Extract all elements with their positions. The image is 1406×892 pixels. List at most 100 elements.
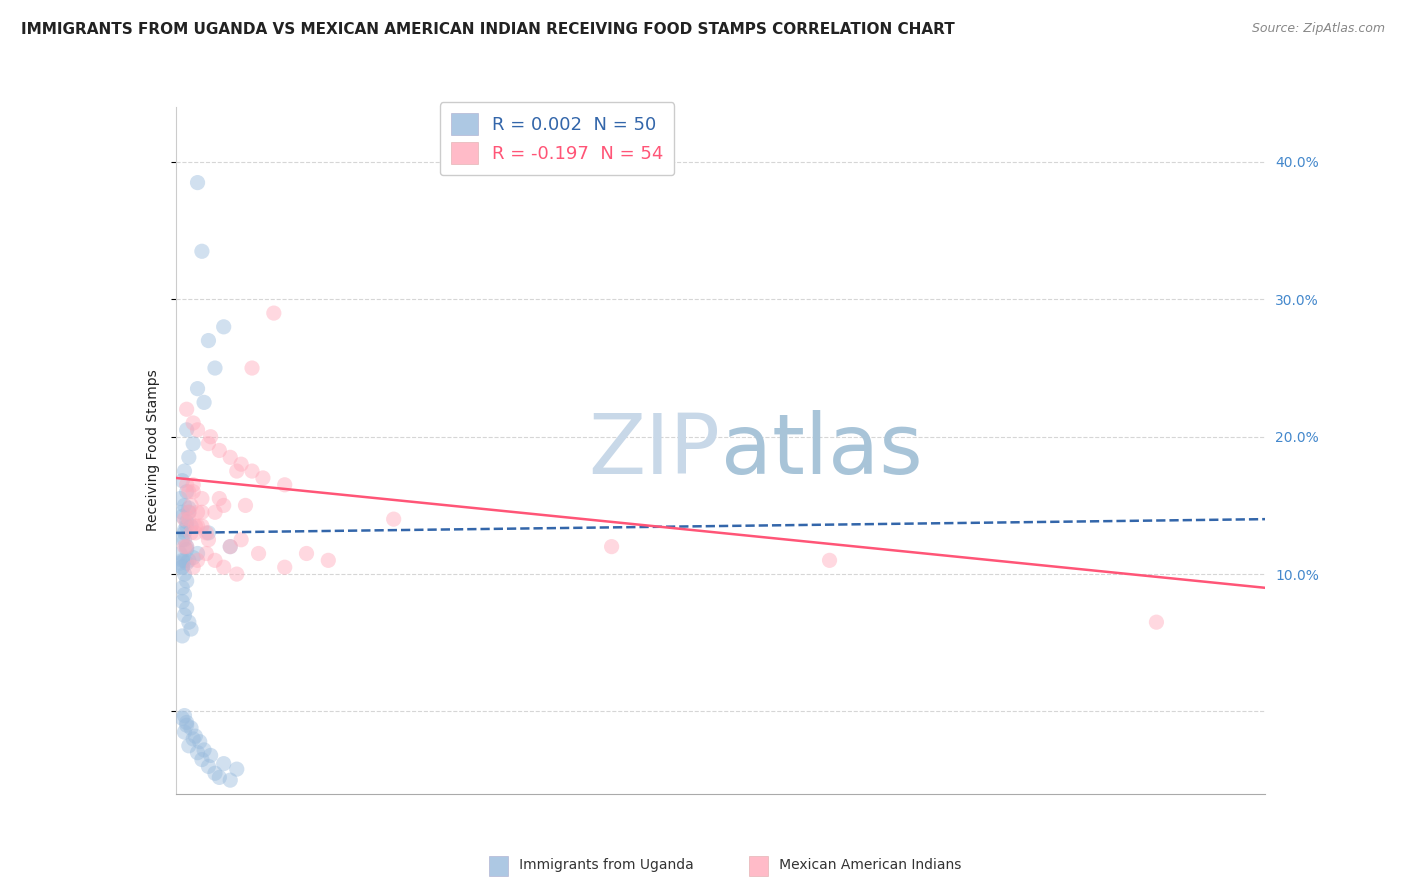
Point bbox=[180, 519, 202, 533]
Point bbox=[212, 560, 235, 574]
Point bbox=[191, 244, 214, 259]
Point bbox=[212, 756, 235, 771]
Point bbox=[204, 361, 226, 376]
Point bbox=[173, 523, 195, 537]
Point bbox=[181, 731, 204, 746]
Point bbox=[172, 505, 194, 519]
Point bbox=[173, 499, 195, 513]
Point bbox=[177, 739, 200, 753]
Point bbox=[197, 436, 219, 450]
Point bbox=[818, 553, 841, 567]
Point bbox=[176, 484, 198, 499]
Point bbox=[225, 762, 247, 776]
Point bbox=[172, 629, 194, 643]
Point bbox=[212, 319, 235, 334]
Point bbox=[173, 533, 195, 547]
Point bbox=[263, 306, 285, 320]
Point bbox=[219, 540, 242, 554]
Point bbox=[169, 556, 191, 570]
Point bbox=[176, 715, 198, 730]
Point bbox=[169, 546, 191, 561]
Point bbox=[180, 721, 202, 735]
Point bbox=[204, 553, 226, 567]
Point bbox=[177, 501, 200, 516]
Point bbox=[173, 464, 195, 478]
Point bbox=[184, 729, 207, 743]
Point bbox=[225, 464, 247, 478]
Point bbox=[195, 546, 218, 561]
Point bbox=[193, 743, 215, 757]
Point bbox=[188, 734, 211, 748]
Point bbox=[186, 546, 209, 561]
Point bbox=[176, 515, 198, 529]
Point bbox=[382, 512, 405, 526]
Point bbox=[204, 505, 226, 519]
Point bbox=[173, 525, 195, 540]
Point bbox=[197, 759, 219, 773]
Point bbox=[176, 540, 198, 554]
Point bbox=[173, 567, 195, 582]
Point bbox=[252, 471, 274, 485]
Point bbox=[177, 505, 200, 519]
Point bbox=[173, 540, 195, 554]
Point bbox=[172, 581, 194, 595]
Legend: R = 0.002  N = 50, R = -0.197  N = 54: R = 0.002 N = 50, R = -0.197 N = 54 bbox=[440, 103, 675, 175]
Point bbox=[180, 525, 202, 540]
Point bbox=[295, 546, 318, 561]
Text: Mexican American Indians: Mexican American Indians bbox=[766, 858, 962, 872]
Text: ZIP: ZIP bbox=[589, 410, 721, 491]
Point bbox=[177, 553, 200, 567]
Point bbox=[180, 622, 202, 636]
Point bbox=[172, 594, 194, 608]
Point bbox=[191, 519, 214, 533]
Text: atlas: atlas bbox=[721, 410, 922, 491]
Point bbox=[176, 478, 198, 492]
Point bbox=[247, 546, 270, 561]
Point bbox=[219, 540, 242, 554]
Text: Source: ZipAtlas.com: Source: ZipAtlas.com bbox=[1251, 22, 1385, 36]
Point bbox=[235, 499, 257, 513]
Point bbox=[181, 416, 204, 430]
Point bbox=[177, 505, 200, 519]
Point bbox=[240, 464, 263, 478]
Point bbox=[172, 560, 194, 574]
Point bbox=[219, 773, 242, 788]
Point bbox=[176, 519, 198, 533]
Point bbox=[212, 499, 235, 513]
Point bbox=[181, 550, 204, 565]
Point bbox=[177, 450, 200, 465]
Point bbox=[186, 382, 209, 396]
Point bbox=[176, 542, 198, 557]
Y-axis label: Receiving Food Stamps: Receiving Food Stamps bbox=[146, 369, 160, 532]
Point bbox=[186, 176, 209, 190]
Point bbox=[193, 395, 215, 409]
Point bbox=[186, 746, 209, 760]
Point bbox=[184, 525, 207, 540]
Point bbox=[208, 491, 231, 506]
Point bbox=[208, 443, 231, 458]
Point bbox=[600, 540, 623, 554]
Point bbox=[176, 402, 198, 417]
Point bbox=[176, 540, 198, 554]
Point bbox=[195, 525, 218, 540]
Point bbox=[186, 505, 209, 519]
Point bbox=[197, 334, 219, 348]
Point bbox=[197, 525, 219, 540]
Point bbox=[274, 560, 297, 574]
Point bbox=[169, 491, 191, 506]
Text: Immigrants from Uganda: Immigrants from Uganda bbox=[506, 858, 695, 872]
Point bbox=[200, 430, 222, 444]
Point bbox=[191, 753, 214, 767]
Point bbox=[181, 436, 204, 450]
Point bbox=[176, 718, 198, 732]
Point bbox=[180, 499, 202, 513]
Point bbox=[208, 771, 231, 785]
Point bbox=[172, 560, 194, 574]
Point bbox=[176, 574, 198, 588]
Point bbox=[173, 512, 195, 526]
Point bbox=[177, 512, 200, 526]
Point bbox=[191, 505, 214, 519]
Point bbox=[191, 491, 214, 506]
Point bbox=[181, 484, 204, 499]
Point bbox=[200, 748, 222, 763]
